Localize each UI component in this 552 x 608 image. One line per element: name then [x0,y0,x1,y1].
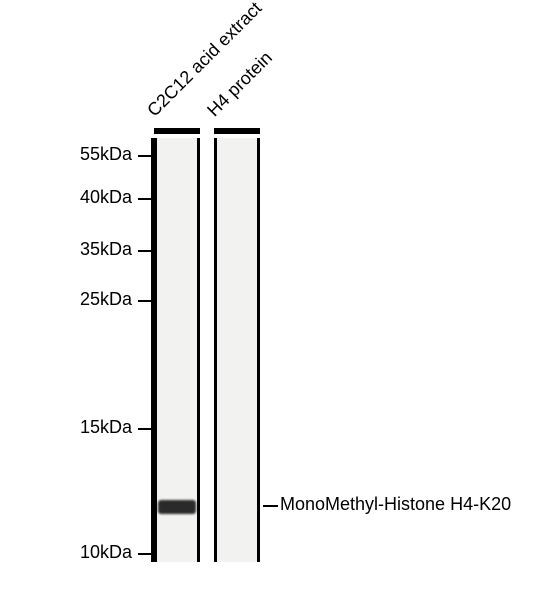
ladder-tick-label-2: 35kDa [0,239,132,260]
blot-figure: C2C12 acid extractH4 protein55kDa40kDa35… [0,0,552,608]
ladder-axis-line [151,138,154,562]
ladder-tick-label-1: 40kDa [0,187,132,208]
ladder-tick-2 [138,250,151,252]
ladder-tick-label-text-4: 15kDa [80,417,132,437]
ladder-tick-0 [138,155,151,157]
band-0 [158,500,196,514]
ladder-tick-label-text-2: 35kDa [80,239,132,259]
band-annotation-text: MonoMethyl-Histone H4-K20 [280,494,511,514]
lane-header-bar-0 [154,128,200,134]
lane-header-bar-1 [214,128,260,134]
band-annotation-tick [263,505,278,507]
ladder-tick-label-0: 55kDa [0,144,132,165]
ladder-tick-label-3: 25kDa [0,289,132,310]
ladder-tick-1 [138,198,151,200]
ladder-tick-label-text-1: 40kDa [80,187,132,207]
ladder-tick-label-4: 15kDa [0,417,132,438]
lane-1 [214,138,260,562]
ladder-tick-label-text-0: 55kDa [80,144,132,164]
ladder-tick-4 [138,428,151,430]
lane-0 [154,138,200,562]
ladder-tick-label-5: 10kDa [0,542,132,563]
ladder-tick-3 [138,300,151,302]
ladder-tick-label-text-3: 25kDa [80,289,132,309]
band-annotation-label: MonoMethyl-Histone H4-K20 [280,494,511,515]
ladder-tick-label-text-5: 10kDa [80,542,132,562]
ladder-tick-5 [138,553,151,555]
